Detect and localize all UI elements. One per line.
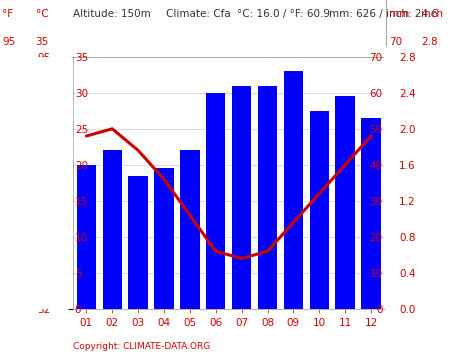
- Text: 95: 95: [2, 37, 16, 47]
- Bar: [283, 71, 303, 309]
- Text: 70: 70: [389, 37, 402, 47]
- Bar: [258, 86, 277, 309]
- Text: inch: inch: [421, 9, 443, 19]
- Bar: [180, 151, 200, 309]
- Bar: [310, 111, 329, 309]
- Bar: [232, 86, 251, 309]
- Text: 2.8: 2.8: [421, 37, 438, 47]
- Text: Copyright: CLIMATE-DATA.ORG: Copyright: CLIMATE-DATA.ORG: [73, 343, 211, 351]
- Text: 35: 35: [36, 37, 49, 47]
- Bar: [206, 93, 226, 309]
- Text: mm: 626 / inch: 24.6: mm: 626 / inch: 24.6: [329, 9, 438, 19]
- Text: Climate: Cfa: Climate: Cfa: [166, 9, 231, 19]
- Text: °F: °F: [2, 9, 13, 19]
- Bar: [102, 151, 122, 309]
- Text: °C: 16.0 / °F: 60.9: °C: 16.0 / °F: 60.9: [237, 9, 330, 19]
- Text: °C: °C: [36, 9, 48, 19]
- Bar: [361, 118, 381, 309]
- Bar: [128, 176, 148, 309]
- Bar: [155, 168, 174, 309]
- Text: Altitude: 150m: Altitude: 150m: [73, 9, 151, 19]
- Text: mm: mm: [389, 9, 409, 19]
- Bar: [77, 165, 96, 309]
- Bar: [336, 97, 355, 309]
